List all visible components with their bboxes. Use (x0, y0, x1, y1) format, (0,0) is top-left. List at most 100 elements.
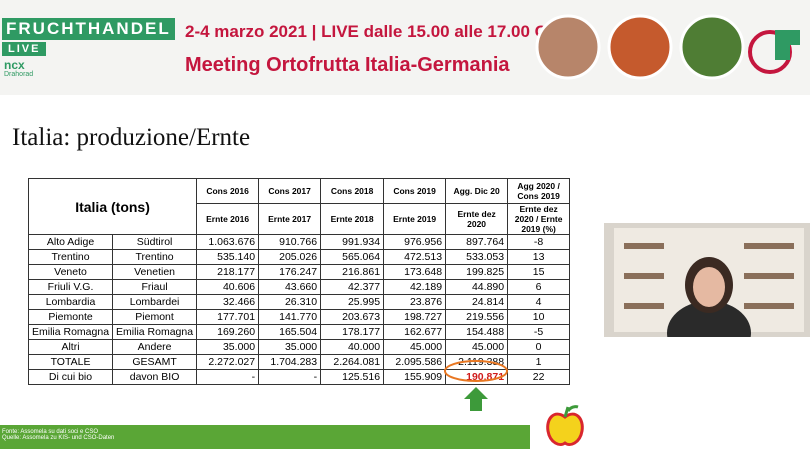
value-cell: 219.556 (445, 309, 509, 325)
table-row: Lombardia Lombardei 32.466 26.310 25.995 23.8… (27, 294, 571, 310)
value-cell: 45.000 (445, 339, 509, 355)
column-header: Cons 2019 (383, 178, 447, 204)
row-label: Andere (112, 339, 198, 355)
value-cell: 991.934 (320, 234, 385, 250)
row-label: Venetien (112, 264, 198, 280)
value-cell: 24.814 (445, 294, 509, 310)
value-cell: - (196, 369, 260, 385)
value-cell: - (258, 369, 322, 385)
corner-cell: Italia (tons) (27, 178, 198, 235)
value-cell: 40.000 (320, 339, 385, 355)
value-cell: -5 (507, 324, 571, 340)
value-cell: 173.648 (383, 264, 447, 280)
value-cell: 35.000 (196, 339, 260, 355)
value-cell: 565.064 (320, 249, 385, 265)
table-row: Emilia Romagna Emilia Romagna 169.260 165.5… (27, 324, 571, 340)
live-badge: LIVE (2, 42, 47, 56)
column-subheader: Ernte 2018 (320, 203, 385, 235)
column-header: Cons 2016 (196, 178, 260, 204)
footnote-line: Quelle: Assomela zu KIS- und CSO-Daten (2, 435, 115, 441)
row-label: Trentino (112, 249, 198, 265)
row-label: Alto Adige (27, 234, 114, 250)
table-row: Piemonte Piemont 177.701 141.770 203.673 198.… (27, 309, 571, 325)
photo (607, 14, 673, 80)
photo (679, 14, 745, 80)
header-images (535, 14, 800, 80)
logo (775, 30, 800, 60)
column-subheader: Ernte 2016 (196, 203, 260, 235)
column-subheader: Ernte dez 2020 (445, 203, 509, 235)
data-table: Italia (tons) Cons 2016 Cons 2017 Cons 2018… (27, 178, 571, 385)
row-label: Piemonte (27, 309, 114, 325)
table-row: Trentino Trentino 535.140 205.026 565.064 472… (27, 249, 571, 265)
value-cell: 26.310 (258, 294, 322, 310)
value-cell: 897.764 (445, 234, 509, 250)
apple-logo (546, 405, 584, 446)
value-cell: 169.260 (196, 324, 260, 340)
value-cell: 13 (507, 249, 571, 265)
row-label: Friuli V.G. (27, 279, 114, 295)
row-label: Lombardei (112, 294, 198, 310)
table-row: Veneto Venetien 218.177 176.247 216.861 173.6… (27, 264, 571, 280)
value-cell: 10 (507, 309, 571, 325)
row-label: Veneto (27, 264, 114, 280)
value-cell: 176.247 (258, 264, 322, 280)
row-label: Piemont (112, 309, 198, 325)
photo (535, 14, 601, 80)
partner: ncx (4, 58, 25, 72)
row-label: Emilia Romagna (112, 324, 198, 340)
row-label: Emilia Romagna (27, 324, 114, 340)
event-title: Meeting Ortofrutta Italia-Germania (185, 54, 510, 76)
table-row: Alto Adige Südtirol 1.063.676 910.766 991.93… (27, 234, 571, 250)
value-cell: 6 (507, 279, 571, 295)
column-subheader: Ernte 2019 (383, 203, 447, 235)
value-cell: 203.673 (320, 309, 385, 325)
value-cell: 178.177 (320, 324, 385, 340)
partner-sub: Drahorad (4, 71, 34, 78)
header-bar (0, 0, 810, 95)
value-cell: 155.909 (383, 369, 447, 385)
value-cell: 2.095.586 (383, 354, 447, 370)
value-cell: 22 (507, 369, 571, 385)
value-cell: 15 (507, 264, 571, 280)
value-cell: -8 (507, 234, 571, 250)
column-subheader: Ernte dez 2020 / Ernte 2019 (%) (507, 203, 571, 235)
column-header: Cons 2017 (258, 178, 322, 204)
value-cell: 218.177 (196, 264, 260, 280)
value-cell: 535.140 (196, 249, 260, 265)
column-header: Agg. Dic 20 (445, 178, 509, 204)
row-label: Di cui bio (27, 369, 114, 385)
row-label: TOTALE (27, 354, 114, 370)
value-cell: 42.189 (383, 279, 447, 295)
column-header: Agg 2020 / Cons 2019 (507, 178, 571, 204)
value-cell: 43.660 (258, 279, 322, 295)
value-cell: 1.063.676 (196, 234, 260, 250)
value-cell: 198.727 (383, 309, 447, 325)
header-row: Italia (tons) Cons 2016 Cons 2017 Cons 2018… (27, 178, 571, 235)
value-cell: 42.377 (320, 279, 385, 295)
row-label: Südtirol (112, 234, 198, 250)
arrow (464, 387, 488, 411)
value-cell: 205.026 (258, 249, 322, 265)
highlight-ellipse (444, 360, 508, 382)
value-cell: 162.677 (383, 324, 447, 340)
table-row: Di cui bio davon BIO - -125.516 155.909 190.8… (27, 369, 571, 385)
value-cell: 0 (507, 339, 571, 355)
footnote-line: Fonte: Assomela su dati soci e CSO (2, 429, 99, 435)
brand: FRUCHTHANDEL (2, 18, 175, 40)
value-cell: 32.466 (196, 294, 260, 310)
value-cell: 533.053 (445, 249, 509, 265)
value-cell: 177.701 (196, 309, 260, 325)
column-subheader: Ernte 2017 (258, 203, 322, 235)
row-label: Friaul (112, 279, 198, 295)
value-cell: 216.861 (320, 264, 385, 280)
footnote-bar: Fonte: Assomela su dati soci e CSO Quelle… (0, 425, 530, 449)
value-cell: 141.770 (258, 309, 322, 325)
value-cell: 45.000 (383, 339, 447, 355)
value-cell: 40.606 (196, 279, 260, 295)
column-header: Cons 2018 (320, 178, 385, 204)
webcam-video (604, 223, 810, 337)
value-cell: 154.488 (445, 324, 509, 340)
value-cell: 44.890 (445, 279, 509, 295)
